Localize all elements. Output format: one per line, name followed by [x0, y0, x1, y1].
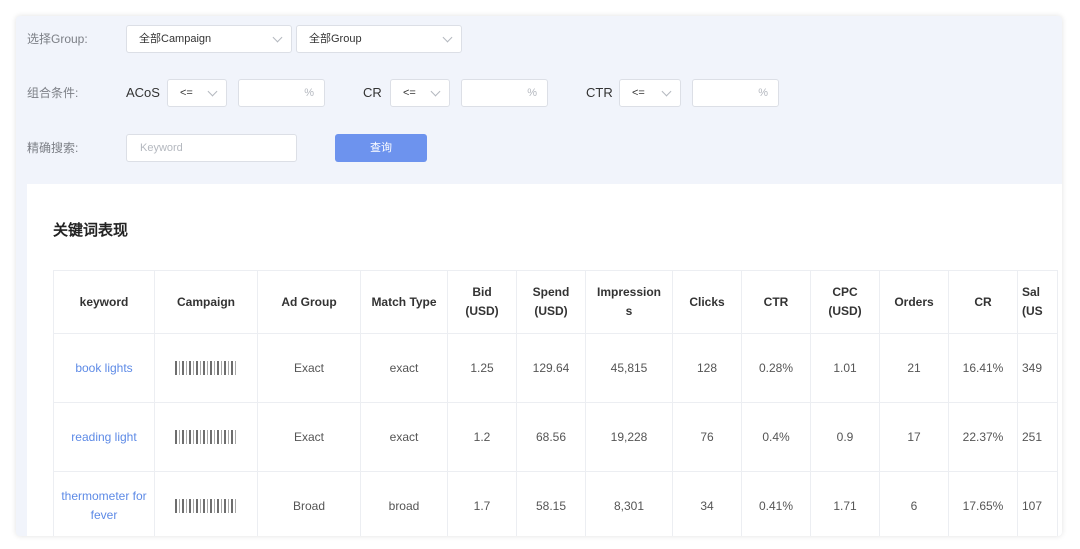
clicks-cell: 76: [672, 402, 742, 472]
ad-group-cell: Exact: [257, 402, 361, 472]
ctr-cell: 0.4%: [741, 402, 811, 472]
chevron-down-icon: [207, 86, 218, 97]
acos-value-input[interactable]: %: [238, 79, 325, 107]
bid-cell: 1.7: [447, 471, 517, 536]
cr-operator-select[interactable]: <=: [390, 79, 450, 107]
impressions-cell: 19,228: [585, 402, 673, 472]
cr-label: CR: [363, 85, 382, 100]
keyword-table: keyword Campaign Ad Group Match Type Bid…: [53, 270, 1058, 536]
redacted-campaign: [175, 499, 237, 514]
ctr-operator-select[interactable]: <=: [619, 79, 681, 107]
col-header-campaign[interactable]: Campaign: [154, 270, 258, 334]
campaign-cell: [154, 402, 258, 472]
col-header-impressions[interactable]: Impression s: [585, 270, 673, 334]
keyword-performance-panel: 关键词表现 keyword Campaign Ad Group Match Ty…: [27, 184, 1062, 536]
table-row: thermometer for fever Broad broad 1.7 58…: [53, 471, 1058, 536]
spend-cell: 58.15: [516, 471, 586, 536]
campaign-select[interactable]: 全部Campaign: [126, 25, 292, 53]
cr-cell: 22.37%: [948, 402, 1018, 472]
col-header-match-type[interactable]: Match Type: [360, 270, 448, 334]
chevron-down-icon: [442, 32, 453, 43]
col-header-cpc[interactable]: CPC (USD): [810, 270, 880, 334]
redacted-campaign: [175, 430, 237, 445]
clicks-cell: 34: [672, 471, 742, 536]
acos-label: ACoS: [126, 85, 160, 100]
col-header-bid[interactable]: Bid (USD): [447, 270, 517, 334]
cr-operator-value: <=: [403, 87, 416, 99]
impressions-cell: 45,815: [585, 333, 673, 403]
spend-cell: 129.64: [516, 333, 586, 403]
ad-group-cell: Exact: [257, 333, 361, 403]
ctr-cell: 0.41%: [741, 471, 811, 536]
percent-unit: %: [527, 87, 537, 99]
col-header-keyword[interactable]: keyword: [53, 270, 155, 334]
clicks-cell: 128: [672, 333, 742, 403]
col-header-orders[interactable]: Orders: [879, 270, 949, 334]
redacted-campaign: [175, 361, 237, 376]
col-header-cr[interactable]: CR: [948, 270, 1018, 334]
filter-card: 选择Group: 全部Campaign 全部Group 组合条件: ACoS <…: [16, 16, 1062, 536]
ctr-value-input[interactable]: %: [692, 79, 779, 107]
ad-group-cell: Broad: [257, 471, 361, 536]
keyword-placeholder: Keyword: [140, 142, 183, 154]
cpc-cell: 1.71: [810, 471, 880, 536]
keyword-search-input[interactable]: Keyword: [126, 134, 297, 162]
cr-value-input[interactable]: %: [461, 79, 548, 107]
orders-cell: 21: [879, 333, 949, 403]
keyword-link[interactable]: reading light: [53, 402, 155, 472]
cpc-cell: 0.9: [810, 402, 880, 472]
sales-cell: 251: [1017, 402, 1058, 472]
match-type-cell: exact: [360, 402, 448, 472]
ctr-cell: 0.28%: [741, 333, 811, 403]
ctr-label: CTR: [586, 85, 613, 100]
panel-title: 关键词表现: [53, 222, 129, 239]
campaign-select-value: 全部Campaign: [139, 33, 212, 45]
keyword-link[interactable]: thermometer for fever: [53, 471, 155, 536]
col-header-ctr[interactable]: CTR: [741, 270, 811, 334]
cpc-cell: 1.01: [810, 333, 880, 403]
sales-cell: 107: [1017, 471, 1058, 536]
col-header-spend[interactable]: Spend (USD): [516, 270, 586, 334]
match-type-cell: exact: [360, 333, 448, 403]
combo-condition-label: 组合条件:: [27, 86, 79, 100]
keyword-link[interactable]: book lights: [53, 333, 155, 403]
group-select[interactable]: 全部Group: [296, 25, 462, 53]
bid-cell: 1.2: [447, 402, 517, 472]
orders-cell: 17: [879, 402, 949, 472]
campaign-cell: [154, 471, 258, 536]
percent-unit: %: [304, 87, 314, 99]
col-header-clicks[interactable]: Clicks: [672, 270, 742, 334]
table-row: reading light Exact exact 1.2 68.56 19,2…: [53, 402, 1058, 472]
table-row: book lights Exact exact 1.25 129.64 45,8…: [53, 333, 1058, 403]
sales-cell: 349: [1017, 333, 1058, 403]
chevron-down-icon: [661, 86, 672, 97]
match-type-cell: broad: [360, 471, 448, 536]
percent-unit: %: [758, 87, 768, 99]
group-select-value: 全部Group: [309, 33, 362, 45]
chevron-down-icon: [430, 86, 441, 97]
cr-cell: 16.41%: [948, 333, 1018, 403]
ctr-operator-value: <=: [632, 87, 645, 99]
query-button[interactable]: 查询: [335, 134, 427, 162]
group-filter-label: 选择Group:: [27, 32, 88, 46]
acos-operator-value: <=: [180, 87, 193, 99]
col-header-ad-group[interactable]: Ad Group: [257, 270, 361, 334]
bid-cell: 1.25: [447, 333, 517, 403]
col-header-sales[interactable]: Sal (US: [1017, 270, 1058, 334]
acos-operator-select[interactable]: <=: [167, 79, 227, 107]
orders-cell: 6: [879, 471, 949, 536]
exact-search-label: 精确搜索:: [27, 141, 79, 155]
impressions-cell: 8,301: [585, 471, 673, 536]
table-header-row: keyword Campaign Ad Group Match Type Bid…: [53, 270, 1058, 334]
spend-cell: 68.56: [516, 402, 586, 472]
chevron-down-icon: [272, 32, 283, 43]
cr-cell: 17.65%: [948, 471, 1018, 536]
campaign-cell: [154, 333, 258, 403]
